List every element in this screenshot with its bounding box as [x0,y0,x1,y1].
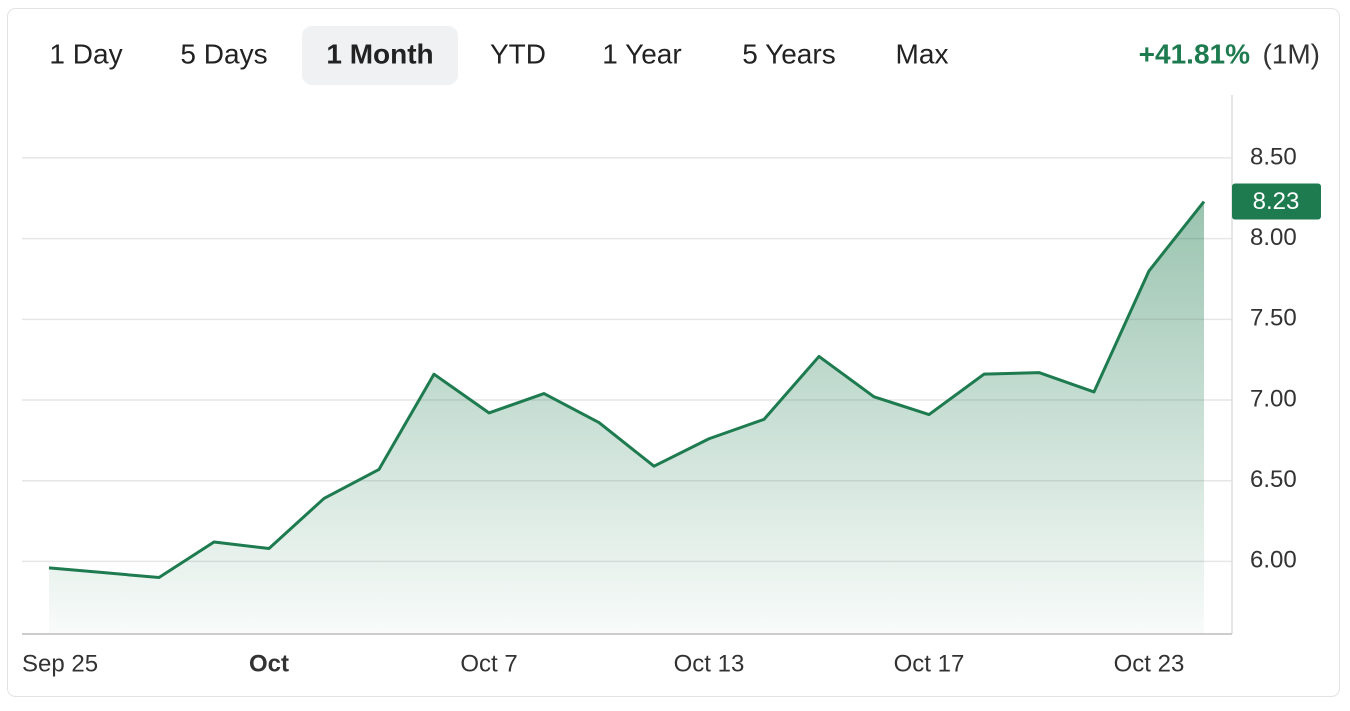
tab[interactable]: 1 Year [602,38,681,69]
tab[interactable]: 1 Month [326,38,433,69]
y-tick-label: 8.00 [1250,224,1297,251]
tab[interactable]: YTD [490,38,546,69]
tab[interactable]: 5 Days [180,38,267,69]
last-price-bg [1232,183,1321,220]
y-tick-label: 6.50 [1250,466,1297,493]
price-line [48,200,1206,580]
x-tick-label: Oct 23 [1114,650,1185,677]
tab[interactable]: 1 Day [49,38,122,69]
x-tick-label: Oct 7 [460,650,517,677]
change-period: (1M) [1262,38,1320,69]
y-tick-label: 6.00 [1250,547,1297,574]
x-tick-label: Sep 25 [22,650,98,677]
change-percent: +41.81% [1139,38,1250,69]
tab[interactable]: 5 Years [742,38,835,69]
x-tick-label: Oct 17 [894,650,965,677]
y-tick-label: 7.50 [1250,305,1297,332]
area [49,201,1204,635]
last-price-label: 8.23 [1253,188,1300,215]
tab-active-bg [302,26,458,85]
x-tick-label: Oct 13 [674,650,745,677]
tab[interactable]: Max [896,38,949,69]
y-tick-label: 8.50 [1250,143,1297,170]
x-tick-label: Oct [249,650,289,677]
y-tick-label: 7.00 [1250,385,1297,412]
